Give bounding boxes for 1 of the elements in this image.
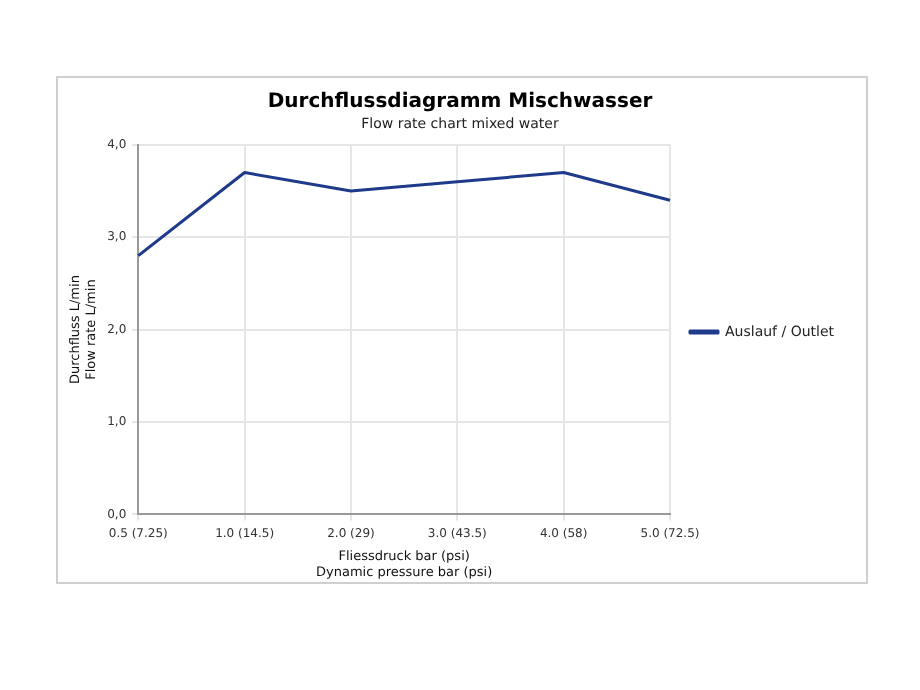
chart-title: Durchflussdiagramm Mischwasser <box>267 91 653 114</box>
